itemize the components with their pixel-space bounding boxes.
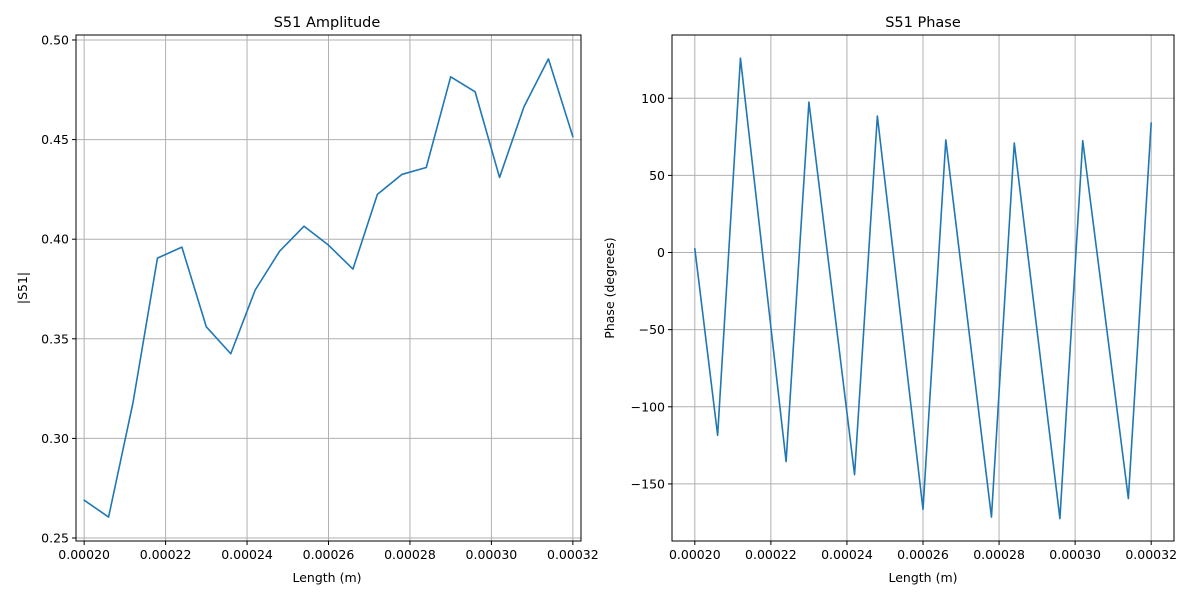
amplitude-ticks: 0.00020 0.00022 0.00024 0.00026 0.00028 0.000… — [41, 32, 599, 562]
amplitude-x-tick-label: 0.00022 — [140, 547, 192, 562]
phase-y-tick-label: 50 — [649, 168, 665, 183]
phase-y-axis-label: Phase (degrees) — [602, 237, 617, 338]
amplitude-series-line — [83, 58, 574, 518]
phase-x-tick-label: 0.00026 — [897, 547, 949, 562]
amplitude-y-tick-label: 0.30 — [41, 431, 69, 446]
phase-x-tick-label: 0.00028 — [973, 547, 1025, 562]
amplitude-chart: S51 Amplitude 0.00020 0.00022 0.00024 0.000… — [15, 15, 599, 585]
amplitude-title: S51 Amplitude — [274, 15, 381, 31]
phase-x-tick-label: 0.00022 — [745, 547, 797, 562]
phase-grid — [672, 35, 1174, 541]
phase-y-tick-label: 100 — [641, 91, 665, 106]
phase-y-tick-label: −100 — [631, 399, 665, 414]
amplitude-y-tick-label: 0.45 — [41, 132, 69, 147]
phase-series — [694, 57, 1152, 520]
amplitude-series — [83, 58, 574, 518]
amplitude-x-tick-label: 0.00024 — [221, 547, 273, 562]
phase-chart: S51 Phase 0.00020 0.00022 0.00024 0.00026 0.… — [602, 15, 1177, 585]
phase-ticks: 0.00020 0.00022 0.00024 0.00026 0.00028 0.000… — [631, 91, 1177, 562]
amplitude-grid — [76, 35, 581, 541]
phase-y-tick-label: 0 — [657, 245, 665, 260]
phase-title: S51 Phase — [885, 15, 961, 31]
phase-x-tick-label: 0.00030 — [1049, 547, 1101, 562]
phase-x-axis-label: Length (m) — [888, 570, 957, 585]
amplitude-x-axis-label: Length (m) — [292, 570, 361, 585]
amplitude-y-tick-label: 0.40 — [41, 232, 69, 247]
phase-x-tick-label: 0.00032 — [1125, 547, 1177, 562]
phase-y-tick-label: −150 — [631, 476, 665, 491]
amplitude-x-tick-label: 0.00032 — [547, 547, 599, 562]
phase-y-tick-label: −50 — [639, 322, 665, 337]
phase-x-tick-label: 0.00024 — [821, 547, 873, 562]
amplitude-x-tick-label: 0.00030 — [466, 547, 518, 562]
amplitude-y-tick-label: 0.25 — [41, 531, 69, 546]
amplitude-x-tick-label: 0.00026 — [303, 547, 355, 562]
phase-series-line — [694, 57, 1152, 520]
phase-x-tick-label: 0.00020 — [669, 547, 721, 562]
amplitude-y-tick-label: 0.35 — [41, 331, 69, 346]
amplitude-x-tick-label: 0.00020 — [58, 547, 110, 562]
amplitude-x-tick-label: 0.00028 — [384, 547, 436, 562]
amplitude-y-tick-label: 0.50 — [41, 32, 69, 47]
amplitude-y-axis-label: |S51| — [15, 272, 30, 304]
